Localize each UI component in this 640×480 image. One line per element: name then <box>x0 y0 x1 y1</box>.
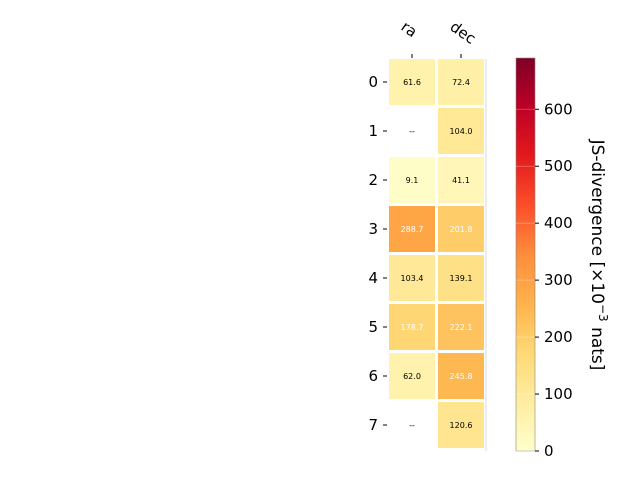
row-label: 6 <box>368 367 378 385</box>
cell-label: -- <box>409 421 415 430</box>
heatmap-cell <box>438 59 484 105</box>
cell-label: 72.4 <box>452 78 470 87</box>
cell-label: 201.8 <box>450 225 473 234</box>
heatmap-cell <box>438 353 484 399</box>
colorbar-tick-label: 400 <box>544 214 573 232</box>
colorbar-tick-label: 0 <box>544 442 554 460</box>
cell-label: 104.0 <box>450 127 473 136</box>
colorbar-tick-label: 500 <box>544 157 573 175</box>
heatmap-cell <box>438 206 484 252</box>
row-label: 5 <box>368 318 378 336</box>
colorbar-label: JS-divergence [×10−3 nats] <box>587 139 610 371</box>
heatmap-cell <box>389 304 435 350</box>
cell-label: 120.6 <box>450 421 473 430</box>
cell-label: 222.1 <box>450 323 473 332</box>
row-label: 2 <box>368 171 378 189</box>
heatmap-cell <box>438 108 484 154</box>
heatmap-cell <box>389 353 435 399</box>
heatmap-cells: 61.6 72.4 -- 104.0 9.1 41.1 288.7 201.8 103.4 139… <box>389 59 487 451</box>
heatmap-cell <box>438 157 484 203</box>
colorbar-ticks: 0 100 200 300 400 500 600 <box>516 100 573 460</box>
heatmap-cell <box>438 255 484 301</box>
row-tick-labels: 0 1 2 3 4 5 6 7 <box>368 73 387 434</box>
cell-label: 62.0 <box>403 372 421 381</box>
heatmap-cell <box>389 255 435 301</box>
cell-label: 245.8 <box>450 372 473 381</box>
colorbar-tick-label: 100 <box>544 385 573 403</box>
cell-label: 178.7 <box>401 323 424 332</box>
colorbar-gradient <box>515 57 536 452</box>
cell-label: 61.6 <box>403 78 421 87</box>
cell-label: 139.1 <box>450 274 473 283</box>
cell-label: 288.7 <box>401 225 424 234</box>
colorbar-tick-label: 200 <box>544 328 573 346</box>
colorbar-tick-label: 300 <box>544 271 573 289</box>
colorbar-tick-label: 600 <box>544 100 573 118</box>
row-label: 3 <box>368 220 378 238</box>
cell-label: 9.1 <box>406 176 419 185</box>
column-tick-labels: ra dec <box>398 18 479 58</box>
heatmap-cell <box>438 402 484 448</box>
row-label: 7 <box>368 416 378 434</box>
heatmap-cell <box>438 304 484 350</box>
cell-label: 41.1 <box>452 176 470 185</box>
column-label: ra <box>398 18 421 42</box>
row-label: 1 <box>368 122 378 140</box>
row-label: 4 <box>368 269 378 287</box>
heatmap-cell <box>389 157 435 203</box>
cell-label: 103.4 <box>401 274 424 283</box>
column-label: dec <box>447 18 479 48</box>
heatmap-cell <box>389 206 435 252</box>
cell-label: -- <box>409 127 415 136</box>
heatmap-cell <box>389 59 435 105</box>
row-label: 0 <box>368 73 378 91</box>
colorbar: 0 100 200 300 400 500 600 JS-divergence [×10−3… <box>515 57 610 460</box>
